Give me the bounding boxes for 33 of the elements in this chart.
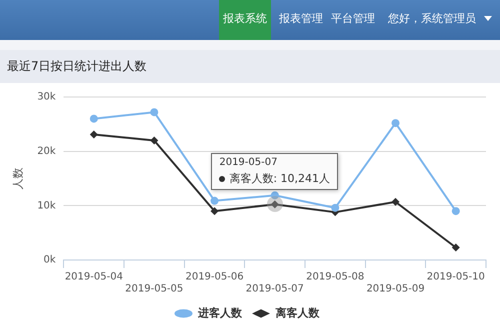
point	[90, 114, 98, 123]
text: 报表管理	[279, 11, 323, 27]
y-tick-label: 0k	[44, 254, 56, 266]
x-tick-label: 2019-05-04	[64, 272, 123, 283]
point	[210, 196, 219, 205]
point	[392, 119, 400, 128]
y-tick-label: 20k	[37, 146, 56, 157]
text: 您好，系统管理员	[388, 11, 476, 27]
point	[210, 207, 219, 216]
y-tick-label: 30k	[37, 92, 56, 103]
x-tick-label: 2019-05-05	[125, 284, 184, 295]
text: 报表系统	[219, 0, 271, 40]
annotation: 离客人数: 10,241人	[229, 172, 330, 186]
x-tick-label: 2019-05-10	[426, 272, 485, 283]
point	[150, 136, 158, 144]
point	[392, 198, 400, 206]
point	[452, 207, 460, 216]
x-tick-label: 2019-05-09	[366, 284, 425, 295]
y-tick-label: 10k	[37, 200, 56, 212]
point	[90, 130, 98, 138]
chart-title: 最近7日按日统计进出人数	[0, 50, 500, 83]
legend-label: 离客人数	[274, 306, 320, 320]
point	[150, 108, 158, 116]
text: 平台管理	[331, 11, 375, 27]
annotation: 2019-05-07	[219, 157, 278, 168]
point	[270, 191, 279, 200]
x-tick-label: 2019-05-07	[246, 284, 304, 295]
x-tick-label: 2019-05-08	[306, 272, 364, 283]
point	[331, 204, 340, 212]
point	[452, 244, 460, 252]
y-axis-title: 人数	[11, 168, 24, 190]
x-tick-label: 2019-05-06	[185, 272, 244, 283]
legend-label: 进客人数	[197, 306, 243, 320]
